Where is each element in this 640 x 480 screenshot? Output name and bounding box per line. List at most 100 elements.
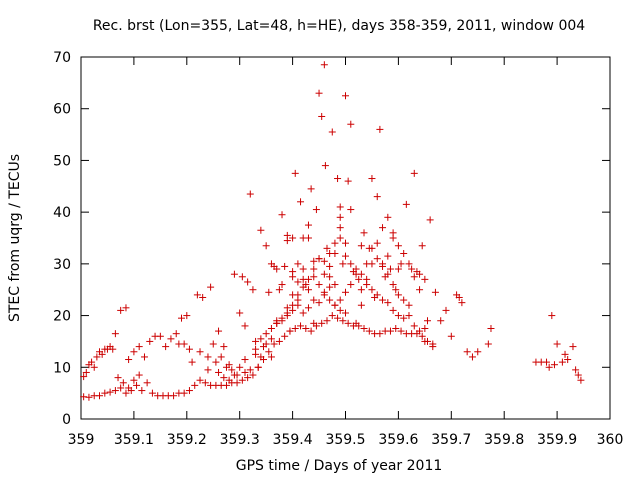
plot-frame bbox=[80, 56, 611, 420]
data-point bbox=[336, 234, 344, 242]
data-point bbox=[246, 366, 254, 374]
data-point bbox=[323, 317, 331, 325]
data-point bbox=[431, 288, 439, 296]
data-point bbox=[394, 291, 402, 299]
data-point bbox=[262, 242, 270, 250]
data-point bbox=[386, 265, 394, 273]
data-point bbox=[289, 234, 297, 242]
data-point bbox=[275, 286, 283, 294]
data-point bbox=[220, 343, 228, 351]
data-point bbox=[162, 343, 170, 351]
data-point bbox=[278, 314, 286, 322]
data-point bbox=[373, 239, 381, 247]
data-point bbox=[336, 203, 344, 211]
data-point bbox=[357, 286, 365, 294]
x-tick-label: 359.1 bbox=[114, 432, 154, 448]
data-point bbox=[304, 221, 312, 229]
data-point bbox=[394, 312, 402, 320]
data-point bbox=[548, 312, 556, 320]
data-point bbox=[368, 175, 376, 183]
data-point bbox=[220, 374, 228, 382]
data-point bbox=[140, 353, 148, 361]
data-point bbox=[238, 376, 246, 384]
data-point bbox=[249, 371, 257, 379]
data-point bbox=[421, 325, 429, 332]
data-point bbox=[257, 353, 265, 361]
x-tick-label: 359.9 bbox=[537, 432, 577, 448]
data-point bbox=[122, 389, 130, 397]
data-point bbox=[302, 325, 310, 332]
data-point bbox=[167, 335, 175, 343]
data-point bbox=[331, 281, 339, 289]
data-point bbox=[278, 211, 286, 219]
data-point bbox=[294, 301, 302, 309]
y-tick-label: 0 bbox=[62, 412, 71, 428]
data-point bbox=[334, 175, 342, 183]
data-point bbox=[109, 345, 117, 353]
data-point bbox=[339, 317, 347, 325]
data-point bbox=[283, 304, 291, 312]
y-tick-label: 10 bbox=[53, 360, 71, 376]
data-point bbox=[410, 273, 418, 281]
data-point bbox=[204, 353, 212, 361]
data-point bbox=[294, 260, 302, 268]
data-point bbox=[318, 319, 326, 327]
data-point bbox=[331, 239, 339, 247]
data-point bbox=[135, 343, 143, 351]
data-point bbox=[379, 224, 387, 232]
data-point bbox=[418, 242, 426, 250]
data-point bbox=[178, 314, 186, 322]
data-point bbox=[185, 345, 193, 353]
data-point bbox=[347, 260, 355, 268]
data-point bbox=[334, 314, 342, 322]
data-point bbox=[236, 363, 244, 371]
data-point bbox=[342, 309, 349, 317]
data-point bbox=[215, 368, 223, 376]
data-point bbox=[468, 353, 476, 361]
data-point bbox=[80, 393, 88, 401]
data-point bbox=[426, 216, 434, 224]
data-point bbox=[315, 89, 323, 97]
data-point bbox=[342, 92, 349, 100]
data-point bbox=[119, 379, 127, 387]
data-point bbox=[254, 363, 262, 371]
data-point bbox=[148, 389, 156, 397]
y-tick-label: 40 bbox=[53, 205, 71, 221]
y-tick-label: 30 bbox=[53, 257, 71, 273]
data-point bbox=[307, 327, 315, 335]
data-point bbox=[209, 340, 217, 348]
data-point bbox=[252, 337, 260, 345]
data-point bbox=[294, 278, 302, 286]
data-point bbox=[188, 358, 196, 366]
data-point bbox=[130, 348, 138, 356]
data-point bbox=[267, 260, 275, 268]
data-point bbox=[347, 281, 355, 289]
data-point bbox=[384, 270, 392, 278]
data-point bbox=[326, 283, 334, 291]
data-point bbox=[273, 319, 281, 327]
data-point bbox=[355, 322, 363, 330]
data-point bbox=[405, 260, 413, 268]
data-point bbox=[267, 325, 275, 332]
data-point bbox=[90, 363, 98, 371]
data-point bbox=[315, 299, 323, 307]
data-point bbox=[241, 368, 249, 376]
data-point bbox=[196, 376, 204, 384]
data-point bbox=[265, 348, 273, 356]
data-point bbox=[225, 376, 233, 384]
data-point bbox=[421, 337, 429, 345]
data-point bbox=[270, 340, 278, 348]
data-point bbox=[360, 325, 368, 332]
x-tick-label: 359.4 bbox=[273, 432, 313, 448]
data-point bbox=[228, 366, 236, 374]
data-point bbox=[222, 381, 230, 389]
data-point bbox=[373, 255, 381, 263]
data-point bbox=[368, 244, 376, 252]
data-point bbox=[283, 231, 291, 239]
data-point bbox=[405, 301, 413, 309]
data-point bbox=[185, 387, 193, 395]
data-point bbox=[286, 327, 294, 335]
data-point bbox=[342, 252, 349, 260]
data-point bbox=[400, 296, 408, 304]
data-point bbox=[299, 234, 307, 242]
